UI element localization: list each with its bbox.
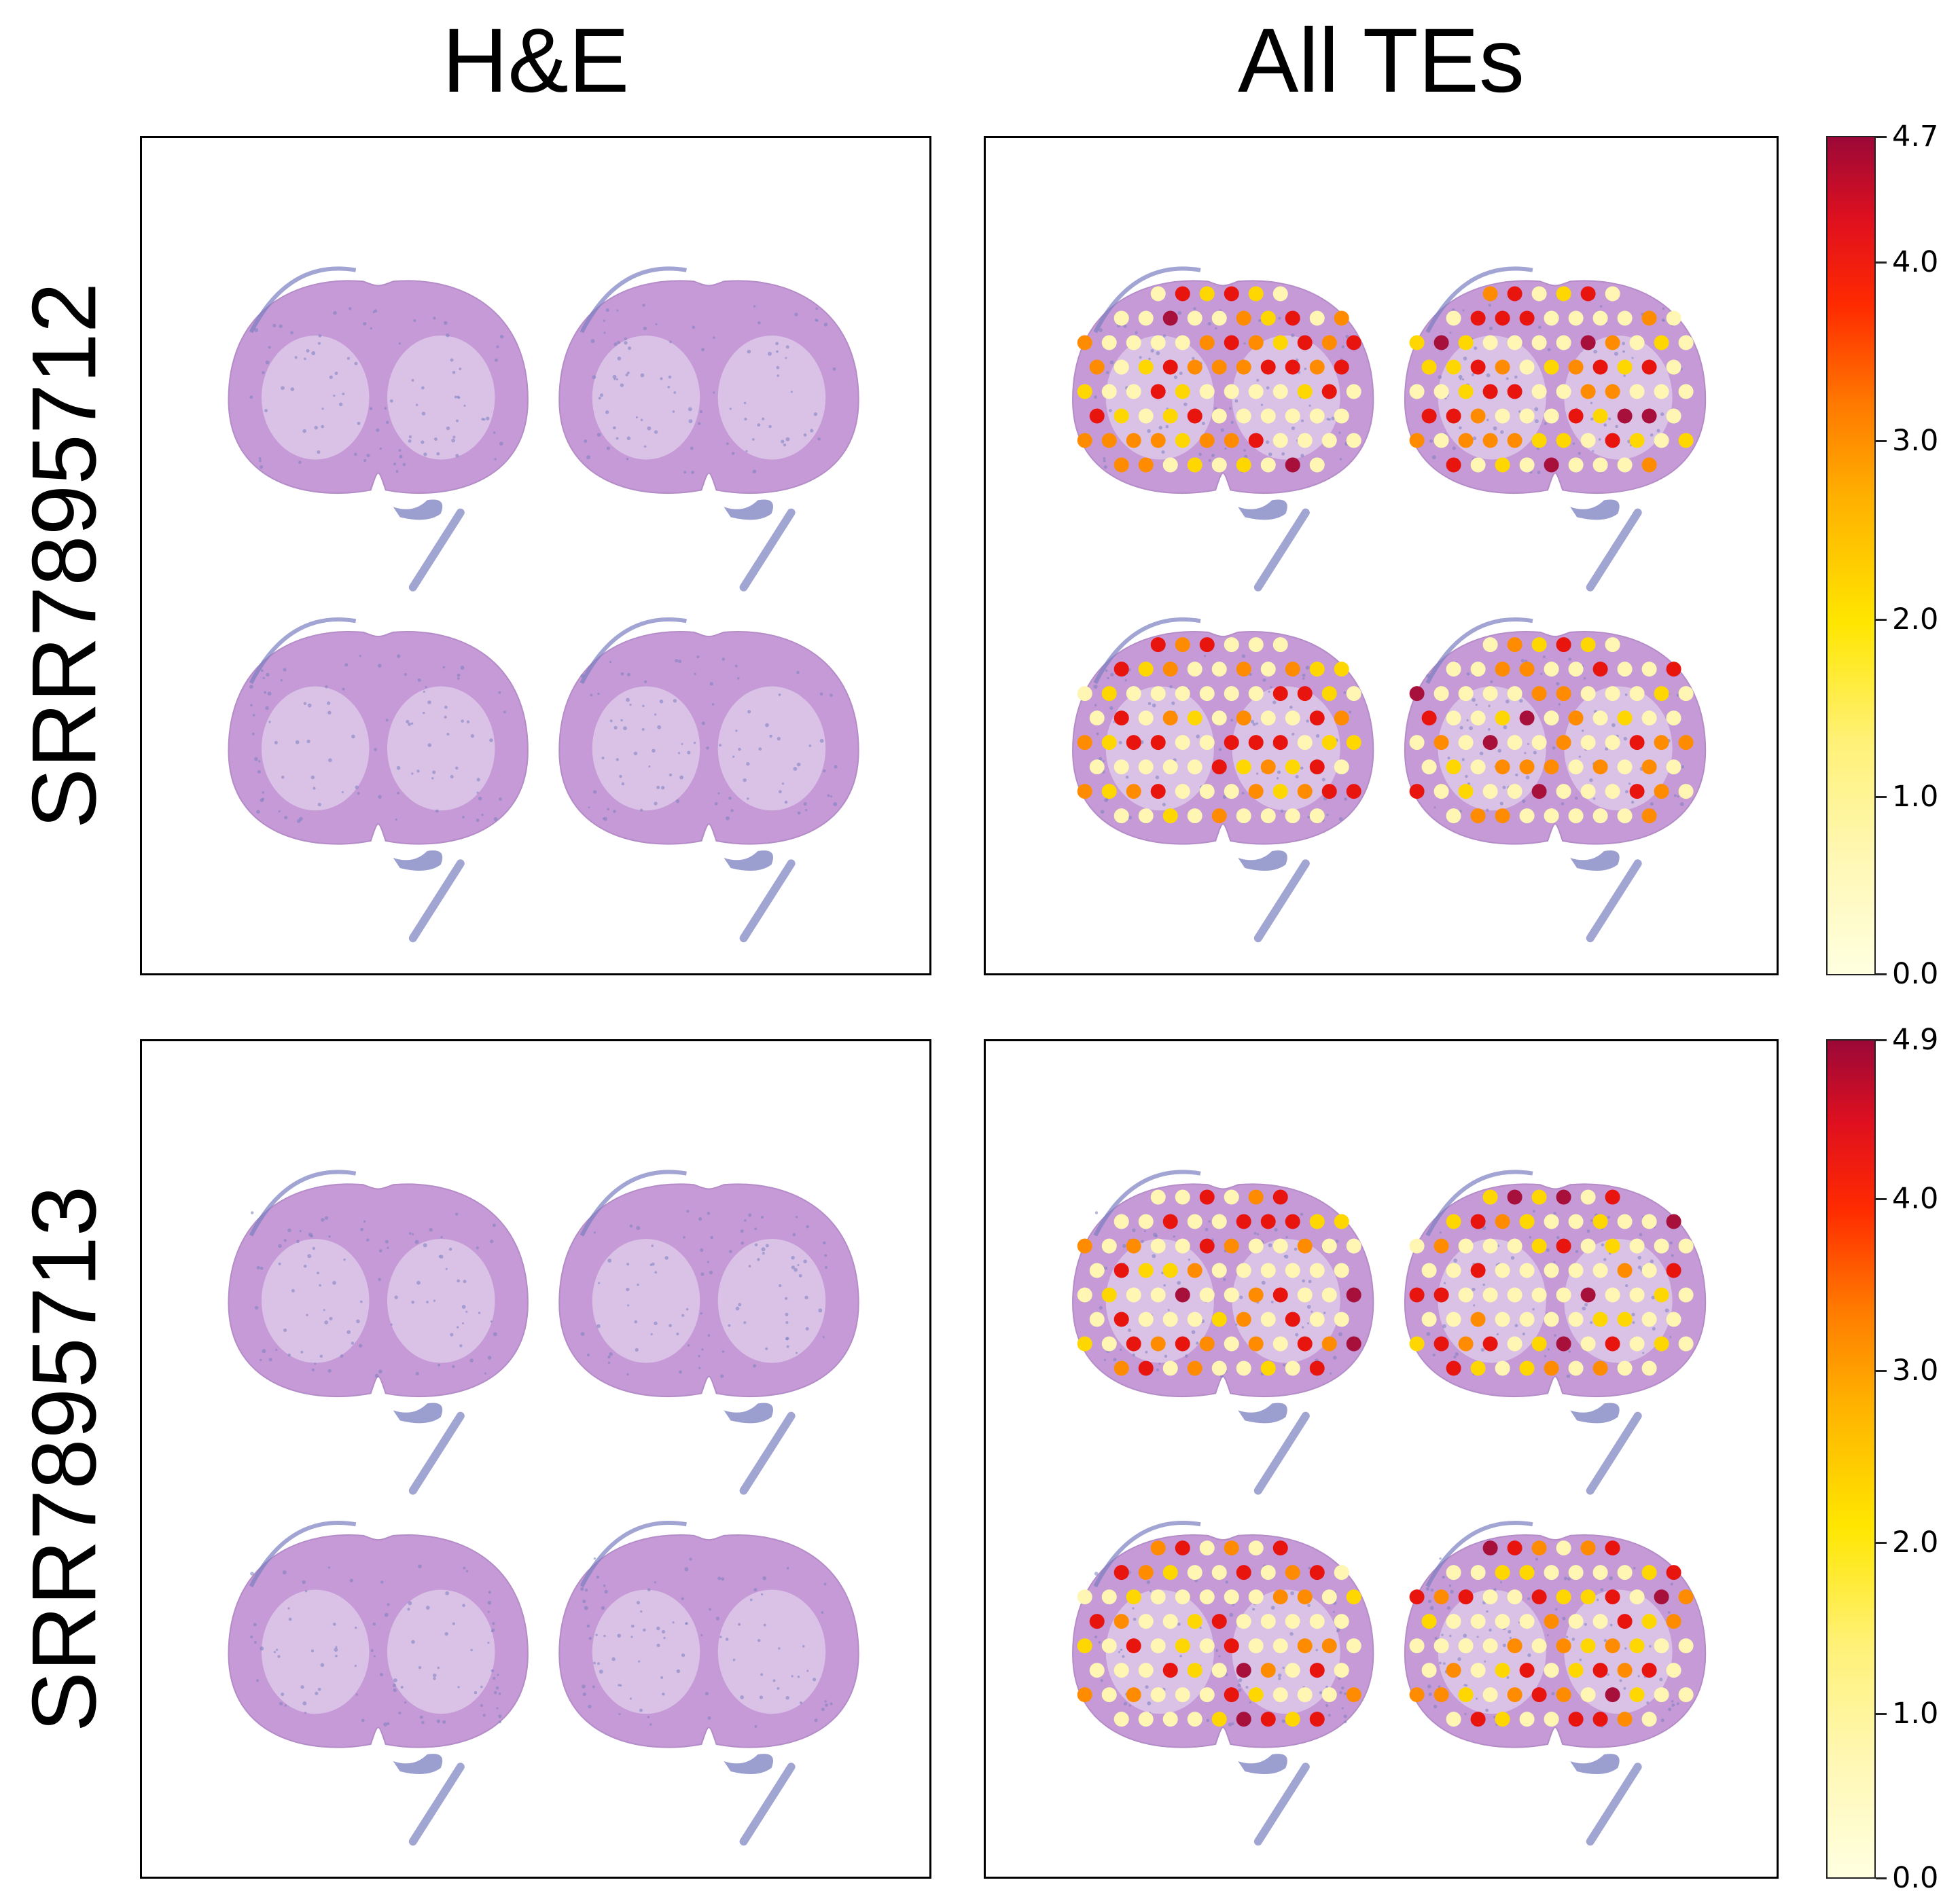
colorbar-tick xyxy=(1876,440,1887,442)
expression-spots xyxy=(1077,1189,1361,1376)
colorbar-label: 2.0 xyxy=(1892,1526,1939,1559)
colorbar-label: 1.0 xyxy=(1892,780,1939,814)
expression-spots xyxy=(1409,1189,1694,1376)
he-panel-row2 xyxy=(140,1039,931,1879)
row-label-2: SRR7895713 xyxy=(14,1185,115,1733)
colorbar-tick xyxy=(1876,1542,1887,1544)
colorbar-tick xyxy=(1876,1877,1887,1879)
expression-spots xyxy=(1409,637,1694,824)
tissue-section xyxy=(228,617,529,943)
expression-spots xyxy=(1077,637,1361,824)
colorbar-label: 4.0 xyxy=(1892,1182,1939,1216)
colorbar-tick xyxy=(1876,1198,1887,1200)
expression-spots xyxy=(1409,1540,1694,1727)
colorbar-label: 0.0 xyxy=(1892,957,1939,991)
colorbar-tick xyxy=(1876,619,1887,621)
tissue-section xyxy=(558,617,859,943)
row-label-1: SRR7895712 xyxy=(14,282,115,829)
colorbar-tick xyxy=(1876,1713,1887,1715)
te-image-row2 xyxy=(1072,1170,1707,1846)
colorbar-label: 4.0 xyxy=(1892,245,1939,279)
colorbar-label: 3.0 xyxy=(1892,1354,1939,1388)
expression-spots xyxy=(1077,286,1361,473)
colorbar-max-label: 4.9 xyxy=(1892,1023,1939,1057)
expression-spots xyxy=(1077,1540,1361,1727)
he-image-row1 xyxy=(228,266,859,943)
tissue-section xyxy=(228,266,529,592)
colorbar-tick xyxy=(1876,1039,1887,1041)
tissue-section xyxy=(558,1170,859,1495)
colorbar-row2 xyxy=(1826,1039,1876,1879)
colorbar-row1 xyxy=(1826,136,1876,975)
colorbar-label: 2.0 xyxy=(1892,602,1939,636)
colorbar-tick xyxy=(1876,796,1887,798)
te-panel-row1 xyxy=(984,136,1779,975)
he-image-row2 xyxy=(228,1170,859,1846)
colorbar-label: 0.0 xyxy=(1892,1861,1939,1895)
colorbar-tick xyxy=(1876,136,1887,138)
tissue-section xyxy=(228,1521,529,1846)
tissue-section xyxy=(228,1170,529,1495)
colorbar-max-label: 4.7 xyxy=(1892,120,1939,154)
expression-spots xyxy=(1409,286,1694,473)
column-header-all-tes: All TEs xyxy=(1238,10,1525,111)
he-panel-row1 xyxy=(140,136,931,975)
colorbar-tick xyxy=(1876,261,1887,264)
tissue-section xyxy=(558,1521,859,1846)
colorbar-tick xyxy=(1876,973,1887,975)
column-header-he: H&E xyxy=(442,10,630,111)
tissue-section xyxy=(558,266,859,592)
colorbar-label: 3.0 xyxy=(1892,424,1939,458)
colorbar-tick xyxy=(1876,1370,1887,1372)
te-image-row1 xyxy=(1072,266,1707,943)
colorbar-label: 1.0 xyxy=(1892,1697,1939,1731)
te-panel-row2 xyxy=(984,1039,1779,1879)
